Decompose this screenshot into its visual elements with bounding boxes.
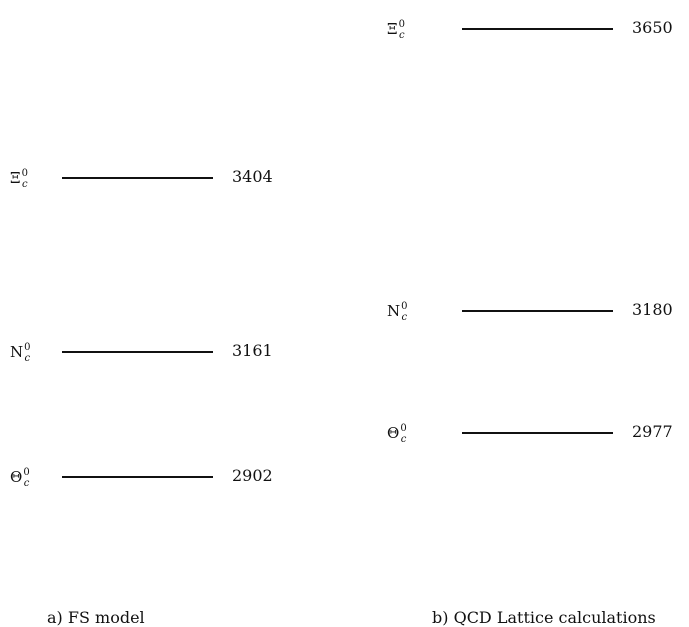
level-line — [62, 177, 213, 179]
level-label-n: N0c — [10, 342, 31, 364]
level-mass: 3650 — [632, 18, 673, 37]
level-theta-fs: Θ0c 2902 — [0, 466, 345, 500]
level-mass: 2902 — [232, 466, 273, 485]
level-n-qcd: N0c 3180 — [345, 300, 689, 334]
level-line — [462, 310, 613, 312]
panel-qcd-lattice: Ξ0c 3650 N0c 3180 Θ0c 2977 b) QCD Lattic… — [345, 0, 689, 627]
level-n-fs: N0c 3161 — [0, 341, 345, 375]
level-xi-qcd: Ξ0c 3650 — [345, 18, 689, 52]
level-label-xi: Ξ0c — [387, 19, 405, 41]
panel-caption: a) FS model — [47, 608, 145, 627]
level-label-n: N0c — [387, 301, 408, 323]
level-label-theta: Θ0c — [10, 467, 30, 489]
panel-caption: b) QCD Lattice calculations — [432, 608, 656, 627]
level-line — [62, 476, 213, 478]
level-mass: 3161 — [232, 341, 273, 360]
level-mass: 3180 — [632, 300, 673, 319]
level-line — [462, 432, 613, 434]
level-theta-qcd: Θ0c 2977 — [345, 422, 689, 456]
level-line — [462, 28, 613, 30]
level-mass: 3404 — [232, 167, 273, 186]
level-xi-fs: Ξ0c 3404 — [0, 167, 345, 201]
panel-fs-model: Ξ0c 3404 N0c 3161 Θ0c 2902 a) FS model — [0, 0, 345, 627]
level-label-theta: Θ0c — [387, 423, 407, 445]
level-mass: 2977 — [632, 422, 673, 441]
level-line — [62, 351, 213, 353]
level-label-xi: Ξ0c — [10, 168, 28, 190]
